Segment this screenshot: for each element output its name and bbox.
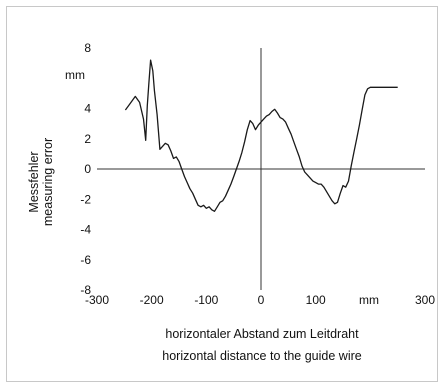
x-tick-label: -200 xyxy=(140,293,164,307)
y-tick-label: -4 xyxy=(80,223,91,237)
y-tick-label: -2 xyxy=(80,192,91,206)
x-unit-label: mm xyxy=(359,293,379,307)
x-tick-label: 100 xyxy=(306,293,326,307)
plot-area xyxy=(97,48,425,290)
y-axis-title-line-1: Messfehler xyxy=(27,151,41,212)
y-axis-title: Messfehler measuring error xyxy=(27,138,55,226)
y-tick-label: -6 xyxy=(80,253,91,267)
y-tick-label: 0 xyxy=(84,162,91,176)
x-axis-title-line-1: horizontaler Abstand zum Leitdraht xyxy=(165,327,359,341)
x-tick-label: -300 xyxy=(85,293,109,307)
x-tick-label: 300 xyxy=(415,293,435,307)
y-tick-label: 2 xyxy=(84,132,91,146)
x-tick-labels: -300 -200 -100 0 100 300 xyxy=(85,293,435,307)
x-tick-label: -100 xyxy=(194,293,218,307)
y-axis-title-line-2: measuring error xyxy=(41,138,55,226)
y-tick-label: 4 xyxy=(84,102,91,116)
x-axis-title-line-2: horizontal distance to the guide wire xyxy=(162,349,361,363)
y-tick-label: 8 xyxy=(84,41,91,55)
x-tick-label: 0 xyxy=(258,293,265,307)
series-line xyxy=(125,60,397,211)
y-unit-label: mm xyxy=(65,68,85,82)
